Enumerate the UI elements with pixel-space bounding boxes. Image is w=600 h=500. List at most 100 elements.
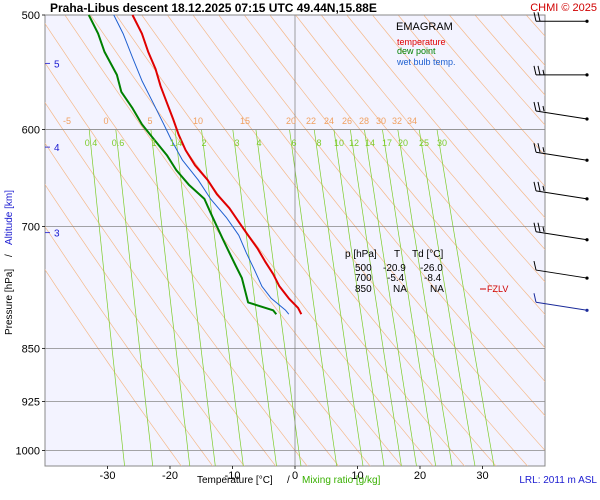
dry-adiabat <box>192 15 545 452</box>
table-cell: -26.0 <box>420 263 443 274</box>
isotherm-label: 20 <box>286 116 296 126</box>
table-cell: 500 <box>355 263 372 274</box>
dry-adiabat <box>218 15 545 417</box>
dry-adiabat <box>243 15 545 383</box>
temperature-tick-label: -20 <box>162 470 178 482</box>
fzlv-label: FZLV <box>487 284 508 294</box>
y-axis-separator: / <box>4 254 15 257</box>
mixing-ratio-label: 0.6 <box>112 138 125 148</box>
copyright: CHMI © 2025 <box>530 2 597 14</box>
dry-adiabat <box>423 15 545 157</box>
mixing-ratio-label: 12 <box>349 138 359 148</box>
wind-barb-shaft <box>535 151 588 161</box>
isotherm-label: 28 <box>359 116 369 126</box>
dry-adiabat <box>45 142 277 466</box>
wind-barb-half-flag <box>542 147 545 153</box>
dry-adiabat <box>90 15 434 466</box>
mixing-ratio-line <box>436 129 495 466</box>
mixing-ratio-line <box>88 129 125 466</box>
wind-barb-flag <box>533 260 537 271</box>
wind-barb-flag <box>533 293 537 303</box>
table-cell: NA <box>430 284 444 295</box>
mixing-ratio-line <box>232 129 277 466</box>
dry-adiabat <box>115 15 465 466</box>
wind-barb-shaft <box>535 110 588 120</box>
isotherm-label: 32 <box>392 116 402 126</box>
mixing-ratio-line <box>289 129 338 466</box>
temperature-tick-label: 20 <box>414 470 426 482</box>
grid <box>45 14 545 466</box>
pressure-tick-label: 850 <box>22 343 40 355</box>
altitude-tick-label: 5 <box>54 59 60 70</box>
mixing-ratio-label: 0.4 <box>85 138 98 148</box>
dry-adiabat <box>141 15 497 466</box>
y-axis-label-altitude: Altitude [km] <box>4 190 15 245</box>
mixing-ratio-line <box>364 129 417 466</box>
x-axis-label-temperature: Temperature [°C] <box>197 475 273 486</box>
isotherm-label: 0 <box>103 116 108 126</box>
mixing-ratio-line <box>150 129 191 466</box>
dry-adiabat <box>372 15 545 219</box>
isotherm-label: 22 <box>306 116 316 126</box>
wind-barb-flag <box>533 143 537 153</box>
mixing-ratio-label: 2 <box>201 138 206 148</box>
altitude-tick-label: 4 <box>54 143 60 154</box>
isotherm-label: 34 <box>407 116 417 126</box>
mixing-ratio-label: 25 <box>419 138 429 148</box>
dry-adiabat <box>166 15 528 466</box>
table-cell: -8.4 <box>424 273 442 284</box>
wind-barb-flag <box>533 101 537 112</box>
isotherm-label: -5 <box>63 116 71 126</box>
wind-barb-shaft <box>535 301 588 311</box>
legend-temperature: temperature <box>397 37 446 47</box>
table-cell: -20.9 <box>383 263 406 274</box>
wind-barb-flag <box>537 181 541 191</box>
wind-barb-station <box>585 158 589 162</box>
wind-barb-flag <box>537 101 541 112</box>
table-header-t: T <box>394 249 400 260</box>
mixing-ratio-line <box>349 129 402 466</box>
table-cell: -5.4 <box>387 273 405 284</box>
wind-barb-shaft <box>535 231 588 241</box>
wind-barbs <box>533 12 589 312</box>
mixing-ratio-label: 10 <box>334 138 344 148</box>
y-axis-title: Pressure [hPa] / Altitude [km] <box>4 190 15 335</box>
wind-barb-flag <box>537 12 541 22</box>
chart-title: Praha-Libus descent 18.12.2025 07:15 UTC… <box>50 1 377 15</box>
mixing-ratio-line <box>115 129 154 466</box>
wind-barb-station <box>585 73 589 77</box>
temperature-tick-label: -30 <box>100 470 116 482</box>
mixing-ratio-label: 4 <box>256 138 261 148</box>
dry-adiabat <box>45 62 339 466</box>
pressure-tick-label: 700 <box>22 221 40 233</box>
y-axis-label-pressure: Pressure [hPa] <box>4 269 15 335</box>
mixing-ratio-line <box>397 129 453 466</box>
altitude-tick-label: 3 <box>54 229 60 240</box>
mixing-ratio-line <box>174 129 216 466</box>
isotherm-label: 15 <box>240 116 250 126</box>
dry-adiabat <box>320 15 545 283</box>
dry-adiabat <box>580 0 600 481</box>
isotherm-label: 30 <box>376 116 386 126</box>
dry-adiabats <box>45 0 600 481</box>
mixing-ratio-label: 20 <box>398 138 408 148</box>
isotherm-label: 26 <box>342 116 352 126</box>
dry-adiabat <box>45 101 308 466</box>
mixing-ratio-lines <box>88 129 495 466</box>
dry-adiabat <box>269 15 545 349</box>
wind-barb-shaft <box>535 269 588 279</box>
temperature-tick-label: 0 <box>292 470 298 482</box>
x-axis-label-mixing-ratio: Mixing ratio [g/kg] <box>302 475 381 486</box>
wind-barb-flag <box>533 65 537 75</box>
wind-barb-shaft <box>535 190 588 200</box>
isotherm-label: 24 <box>324 116 334 126</box>
dry-adiabat <box>45 22 371 466</box>
wind-barb-station <box>585 117 589 121</box>
dry-adiabat <box>64 15 402 466</box>
temperature-tick-label: 10 <box>351 470 363 482</box>
mixing-ratio-label: 1.4 <box>170 138 183 148</box>
isotherm-label: 5 <box>147 116 152 126</box>
dry-adiabat <box>45 269 182 466</box>
